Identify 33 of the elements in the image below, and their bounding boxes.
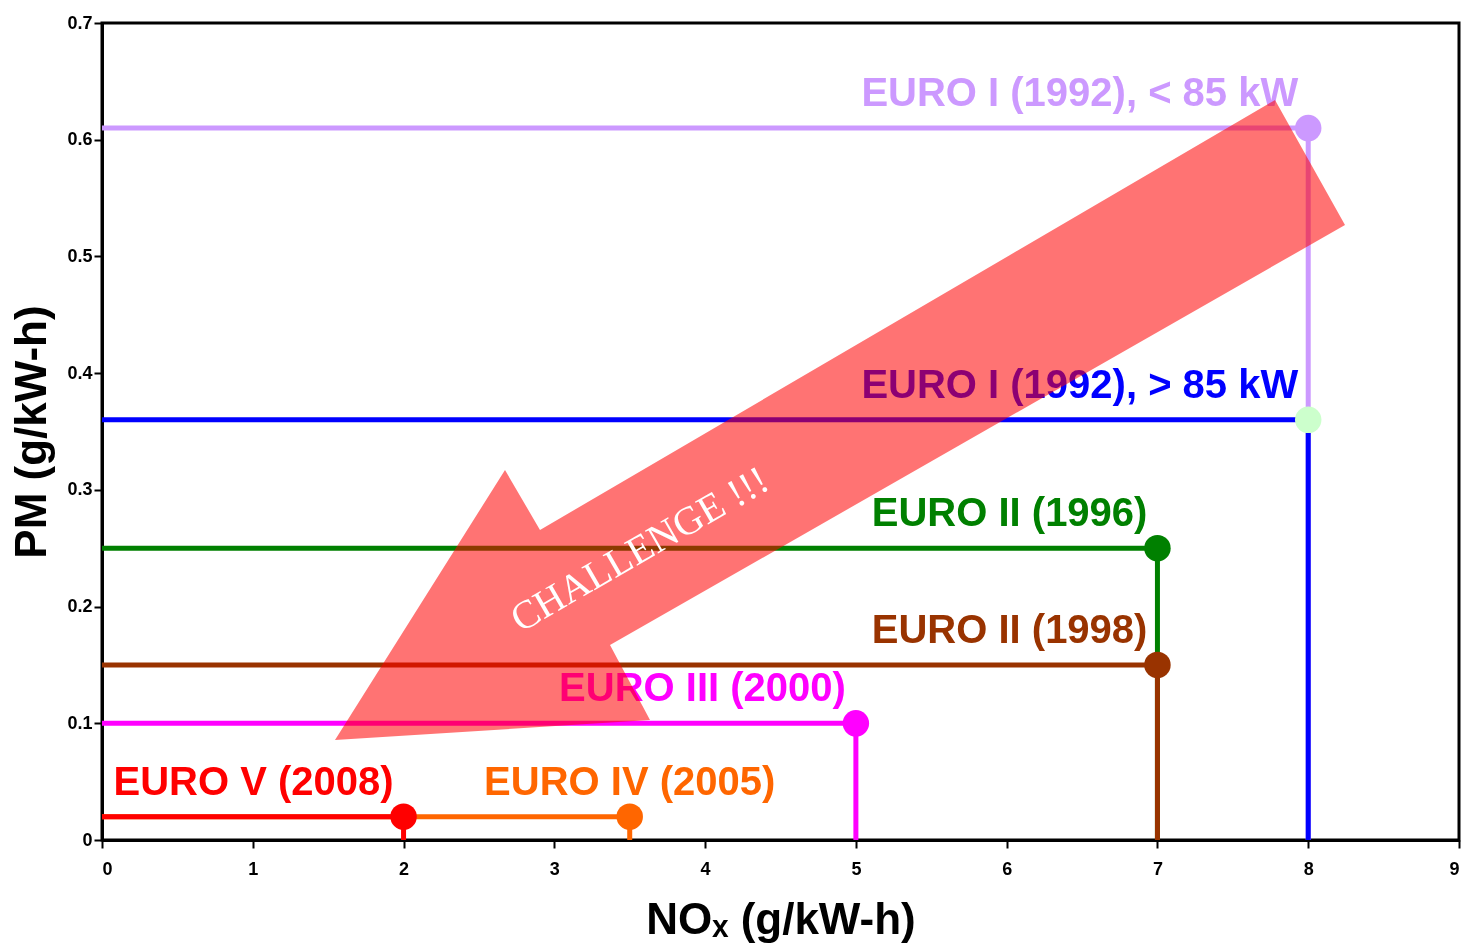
series-label: EURO I (1992), > 85 kW xyxy=(861,361,1299,406)
series-label: EURO II (1998) xyxy=(871,606,1148,651)
x-tick-label: 1 xyxy=(248,858,259,879)
y-tick-label: 0.2 xyxy=(67,596,93,617)
y-tick-label: 0.3 xyxy=(67,479,93,500)
x-tick-label: 3 xyxy=(549,858,560,879)
point xyxy=(390,803,417,830)
x-axis-title: NOₓ (g/kW-h) xyxy=(646,893,916,943)
x-tick-label: 6 xyxy=(1002,858,1013,879)
series-label: EURO IV (2005) xyxy=(484,758,776,803)
series-label: EURO II (1996) xyxy=(871,490,1148,535)
point xyxy=(1144,651,1171,679)
y-tick-label: 0.1 xyxy=(67,712,93,733)
series-label: EURO V (2008) xyxy=(113,758,394,803)
point xyxy=(842,710,870,737)
y-axis-title: PM (g/kW-h) xyxy=(6,305,56,559)
x-tick-label: 5 xyxy=(851,858,862,879)
x-tick-label: 4 xyxy=(700,858,711,879)
x-tick-label: 7 xyxy=(1152,858,1163,879)
point xyxy=(616,803,643,830)
y-tick-label: 0 xyxy=(82,829,93,850)
y-tick-label: 0.6 xyxy=(67,129,93,150)
x-tick-label: 9 xyxy=(1449,858,1460,879)
y-tick-label: 0.4 xyxy=(67,362,93,383)
series-label: EURO I (1992), < 85 kW xyxy=(861,70,1299,115)
point xyxy=(1294,114,1322,142)
point xyxy=(1294,406,1322,434)
y-tick-label: 0.5 xyxy=(67,245,93,266)
x-tick-label: 8 xyxy=(1303,858,1314,879)
x-tick-label: 0 xyxy=(102,858,113,879)
x-tick-label: 2 xyxy=(399,858,410,879)
y-tick-label: 0.7 xyxy=(67,12,93,33)
point xyxy=(1144,535,1171,562)
